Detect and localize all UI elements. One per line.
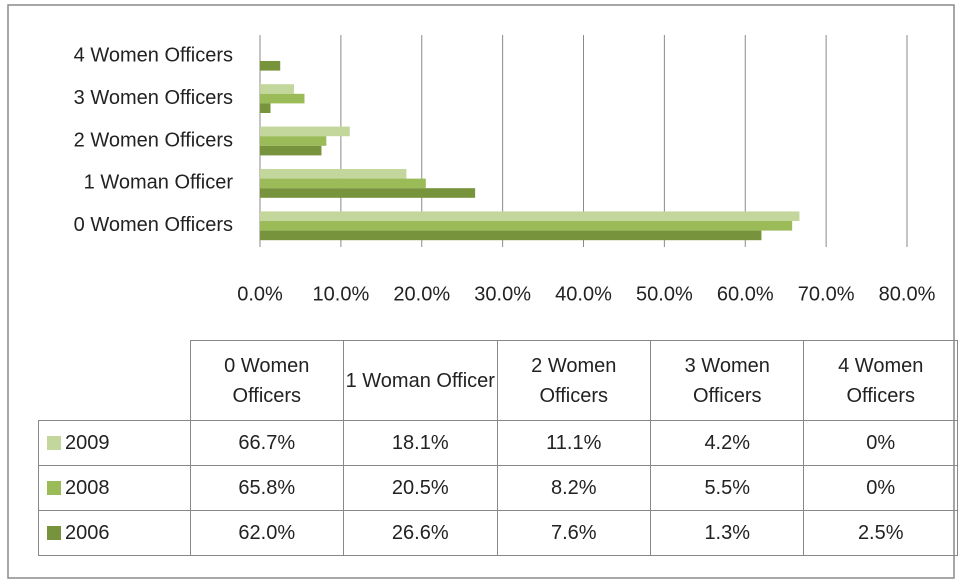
table-cell: 62.0% xyxy=(189,510,345,556)
y-tick-label: 2 Women Officers xyxy=(74,129,233,151)
bar xyxy=(260,93,305,104)
y-tick-label: 4 Women Officers xyxy=(74,44,233,66)
table-cell: 5.5% xyxy=(649,465,805,511)
x-tick-label: 10.0% xyxy=(313,283,370,305)
table-header-cell: 3 Women Officers xyxy=(649,340,805,421)
data-table: 0 Women Officers 1 Woman Officer 2 Women O… xyxy=(38,340,958,556)
bar xyxy=(260,84,294,94)
y-tick-label: 0 Women Officers xyxy=(74,214,233,236)
legend-label: 2009 xyxy=(65,431,110,454)
table-cell: 8.2% xyxy=(496,465,652,511)
table-cell: 0% xyxy=(803,465,958,511)
table-header-cell: 0 Women Officers xyxy=(189,340,345,421)
table-corner xyxy=(38,340,191,421)
bar xyxy=(260,126,350,137)
bar xyxy=(260,136,327,146)
table-header-cell: 2 Women Officers xyxy=(496,340,652,421)
table-row: 2009 66.7% 18.1% 11.1% 4.2% 0% xyxy=(38,420,958,466)
table-cell: 66.7% xyxy=(189,420,345,466)
x-tick-label: 60.0% xyxy=(717,283,774,305)
bar xyxy=(260,178,426,189)
table-header-cell: 4 Women Officers xyxy=(803,340,958,421)
table-row-header: 2008 xyxy=(38,465,191,511)
legend-swatch xyxy=(47,525,61,540)
table-cell: 26.6% xyxy=(343,510,498,556)
x-tick-label: 80.0% xyxy=(879,283,936,305)
y-tick-label: 3 Women Officers xyxy=(74,87,233,109)
table-cell: 7.6% xyxy=(496,510,652,556)
bar xyxy=(260,61,281,71)
x-tick-label: 40.0% xyxy=(555,283,612,305)
bar xyxy=(260,230,762,241)
table-cell: 1.3% xyxy=(649,510,805,556)
bar xyxy=(260,145,322,156)
x-tick-label: 20.0% xyxy=(393,283,450,305)
table-cell: 65.8% xyxy=(189,465,345,511)
bar xyxy=(260,221,793,231)
table-header-cell: 1 Woman Officer xyxy=(343,340,498,421)
table-cell: 0% xyxy=(803,420,958,466)
y-tick-label: 1 Woman Officer xyxy=(84,172,234,194)
x-tick-label: 70.0% xyxy=(798,283,855,305)
legend-label: 2008 xyxy=(65,476,110,499)
table-row-header: 2006 xyxy=(38,510,191,556)
x-tick-label: 30.0% xyxy=(474,283,531,305)
x-tick-label: 0.0% xyxy=(237,283,283,305)
legend-label: 2006 xyxy=(65,521,110,544)
legend-swatch xyxy=(47,435,61,450)
table-header-row: 0 Women Officers 1 Woman Officer 2 Women O… xyxy=(38,340,958,421)
bar xyxy=(260,103,271,113)
bar xyxy=(260,169,407,179)
bar xyxy=(260,188,476,198)
x-tick-label: 50.0% xyxy=(636,283,693,305)
table-row: 2006 62.0% 26.6% 7.6% 1.3% 2.5% xyxy=(38,510,958,556)
bar xyxy=(260,211,800,221)
table-row-header: 2009 xyxy=(38,420,191,466)
table-cell: 18.1% xyxy=(343,420,498,466)
table-cell: 2.5% xyxy=(803,510,958,556)
table-row: 2008 65.8% 20.5% 8.2% 5.5% 0% xyxy=(38,465,958,511)
legend-swatch xyxy=(47,480,61,495)
table-cell: 20.5% xyxy=(343,465,498,511)
chart-border xyxy=(7,4,955,579)
table-cell: 4.2% xyxy=(649,420,805,466)
table-cell: 11.1% xyxy=(496,420,652,466)
